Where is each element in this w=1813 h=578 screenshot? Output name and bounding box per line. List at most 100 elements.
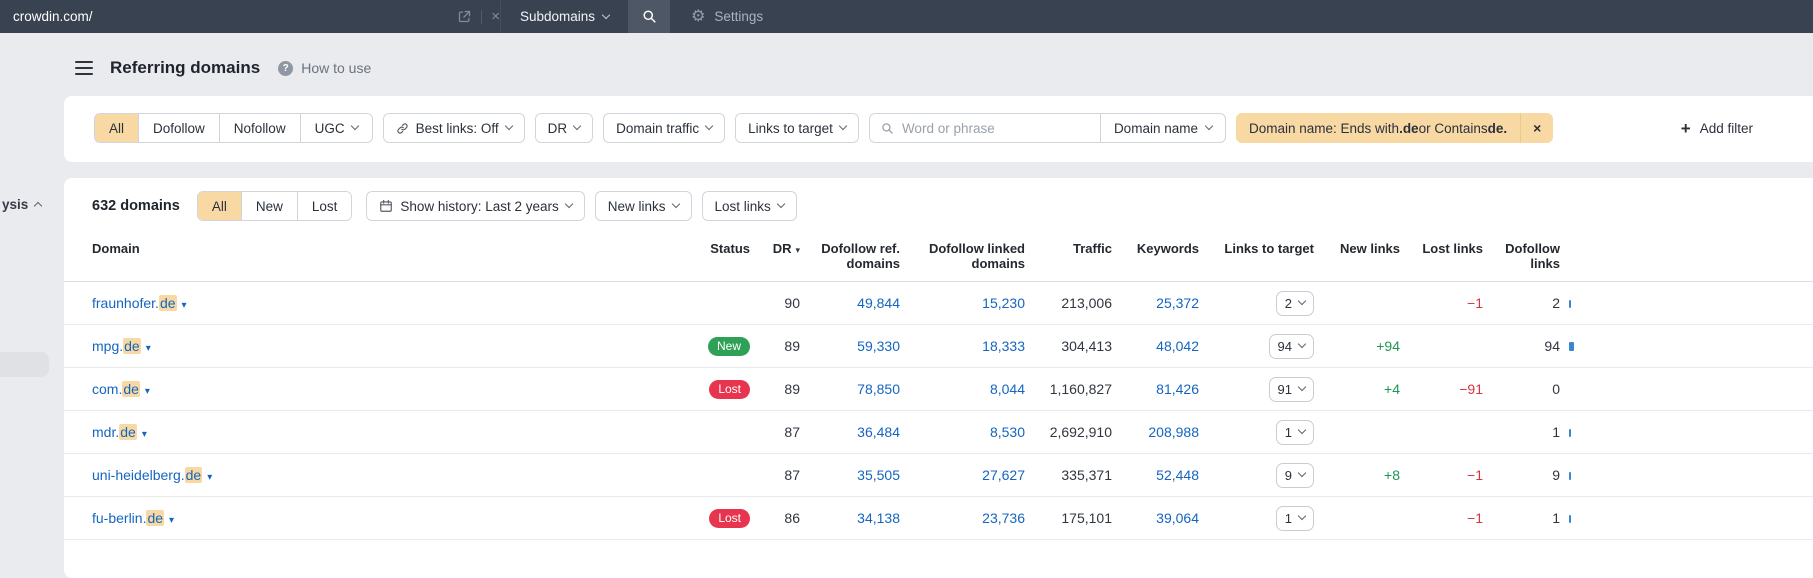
active-filter-text: Domain name: Ends with .de or Contains d…	[1248, 120, 1508, 136]
lost-links-value	[1400, 411, 1483, 454]
sidebar-item-partial[interactable]: ysis	[2, 197, 43, 212]
domain-link[interactable]: uni-heidelberg.de	[92, 467, 203, 483]
links-to-target-select[interactable]: 9	[1275, 462, 1314, 488]
show-history-button[interactable]: Show history: Last 2 years	[366, 191, 585, 221]
new-links-dropdown[interactable]: New links	[594, 191, 692, 221]
keywords-link[interactable]: 52,448	[1156, 467, 1199, 483]
keywords-link[interactable]: 208,988	[1148, 424, 1199, 440]
dofollow-linked-domains-link[interactable]: 8,044	[989, 381, 1025, 397]
active-filter-chip[interactable]: Domain name: Ends with .de or Contains d…	[1235, 113, 1554, 143]
column-header-status[interactable]: Status	[710, 241, 750, 256]
column-header-dr[interactable]: DR ▾	[772, 241, 800, 256]
links-to-target-select[interactable]: 2	[1275, 290, 1314, 316]
links-to-target-select[interactable]: 94	[1268, 333, 1314, 359]
domain-traffic-filter-button[interactable]: Domain traffic	[603, 113, 726, 143]
search-scope-select[interactable]: Domain name	[1099, 114, 1225, 142]
dofollow-linked-domains-link[interactable]: 15,230	[982, 295, 1025, 311]
domain-expand-caret[interactable]: ▾	[169, 515, 175, 526]
search-icon	[642, 9, 657, 24]
word-search-input[interactable]	[901, 120, 1089, 136]
open-external-icon[interactable]	[457, 9, 472, 24]
word-search-field[interactable]	[870, 114, 1100, 142]
results-toolbar: 632 domains All New Lost Show history: L…	[64, 178, 1813, 221]
add-filter-button[interactable]: + Add filter	[1681, 120, 1753, 137]
dr-filter-button[interactable]: DR	[534, 113, 594, 143]
search-scope-label: Domain name	[1113, 120, 1198, 136]
add-filter-label: Add filter	[1699, 120, 1753, 136]
column-header-spark	[1560, 227, 1813, 282]
dofollow-ref-domains-link[interactable]: 59,330	[857, 338, 900, 354]
segment-all[interactable]: All	[197, 192, 242, 220]
keywords-link[interactable]: 48,042	[1156, 338, 1199, 354]
segment-lost[interactable]: Lost	[297, 192, 352, 220]
domain-link[interactable]: fu-berlin.de	[92, 510, 165, 526]
column-header-domain[interactable]: Domain	[92, 241, 140, 256]
dofollow-links-sparkline	[1569, 300, 1571, 308]
column-header-dofollow-links[interactable]: Dofollow links	[1505, 241, 1560, 271]
clear-target-icon[interactable]: ×	[491, 8, 500, 25]
column-header-new-links[interactable]: New links	[1340, 241, 1400, 256]
domain-link[interactable]: mpg.de	[92, 338, 141, 354]
column-header-keywords[interactable]: Keywords	[1136, 241, 1199, 256]
menu-icon[interactable]	[75, 60, 93, 76]
search-button[interactable]	[628, 0, 671, 33]
settings-label: Settings	[714, 9, 764, 24]
column-header-dofollow-linked-domains[interactable]: Dofollow linked domains	[928, 241, 1025, 271]
domain-link[interactable]: mdr.de	[92, 424, 137, 440]
domain-link[interactable]: fraunhofer.de	[92, 295, 177, 311]
question-icon: ?	[278, 60, 294, 76]
domain-expand-caret[interactable]: ▾	[181, 300, 187, 311]
target-url-input[interactable]: crowdin.com/ ×	[0, 0, 500, 33]
lost-links-value: −1	[1467, 295, 1483, 311]
dofollow-ref-domains-link[interactable]: 49,844	[857, 295, 900, 311]
traffic-value: 2,692,910	[1049, 424, 1112, 440]
new-links-label: New links	[607, 198, 666, 214]
lost-links-dropdown[interactable]: Lost links	[701, 191, 797, 221]
dofollow-ref-domains-link[interactable]: 35,505	[857, 467, 900, 483]
lost-links-value	[1400, 325, 1483, 368]
remove-filter-icon[interactable]: ×	[1533, 120, 1542, 136]
subdomains-mode-dropdown[interactable]: Subdomains	[501, 0, 628, 33]
domain-expand-caret[interactable]: ▾	[145, 343, 151, 354]
segment-dofollow[interactable]: Dofollow	[139, 114, 220, 142]
page-title: Referring domains	[110, 58, 261, 77]
dofollow-linked-domains-link[interactable]: 18,333	[982, 338, 1025, 354]
lost-links-value: −1	[1467, 467, 1483, 483]
dofollow-ref-domains-link[interactable]: 34,138	[857, 510, 900, 526]
dofollow-linked-domains-link[interactable]: 23,736	[982, 510, 1025, 526]
dofollow-ref-domains-link[interactable]: 78,850	[857, 381, 900, 397]
segment-ugc[interactable]: UGC	[300, 114, 372, 142]
traffic-value: 335,371	[1061, 467, 1112, 483]
keywords-link[interactable]: 39,064	[1156, 510, 1199, 526]
keywords-link[interactable]: 81,426	[1156, 381, 1199, 397]
best-links-filter-button[interactable]: Best links: Off	[382, 113, 525, 143]
column-header-dofollow-ref-domains[interactable]: Dofollow ref. domains	[821, 241, 900, 271]
segment-new[interactable]: New	[241, 192, 298, 220]
dofollow-links-value: 1	[1552, 510, 1560, 526]
links-to-target-select[interactable]: 1	[1275, 505, 1314, 531]
how-to-use-link[interactable]: ? How to use	[278, 60, 371, 76]
links-to-target-filter-button[interactable]: Links to target	[735, 113, 859, 143]
dofollow-ref-domains-link[interactable]: 36,484	[857, 424, 900, 440]
segment-ugc-label: UGC	[314, 120, 345, 136]
column-header-traffic[interactable]: Traffic	[1072, 241, 1112, 256]
domain-expand-caret[interactable]: ▾	[144, 386, 150, 397]
domain-link[interactable]: com.de	[92, 381, 140, 397]
column-header-links-to-target[interactable]: Links to target	[1224, 241, 1314, 256]
lost-links-value: −91	[1459, 381, 1483, 397]
dofollow-links-value: 9	[1552, 467, 1560, 483]
table-header-row: Domain Status DR ▾ Dofollow ref. domains …	[64, 227, 1813, 282]
dofollow-linked-domains-link[interactable]: 8,530	[989, 424, 1025, 440]
dofollow-linked-domains-link[interactable]: 27,627	[982, 467, 1025, 483]
keywords-link[interactable]: 25,372	[1156, 295, 1199, 311]
domain-expand-caret[interactable]: ▾	[207, 472, 213, 483]
segment-nofollow[interactable]: Nofollow	[219, 114, 301, 142]
column-header-lost-links[interactable]: Lost links	[1422, 241, 1483, 256]
dofollow-links-sparkline	[1569, 515, 1571, 523]
links-to-target-label: Links to target	[748, 120, 833, 136]
settings-button[interactable]: ⚙ Settings	[691, 8, 764, 25]
domain-expand-caret[interactable]: ▾	[141, 429, 147, 440]
segment-all[interactable]: All	[95, 114, 140, 142]
links-to-target-select[interactable]: 1	[1275, 419, 1314, 445]
links-to-target-select[interactable]: 91	[1268, 376, 1314, 402]
